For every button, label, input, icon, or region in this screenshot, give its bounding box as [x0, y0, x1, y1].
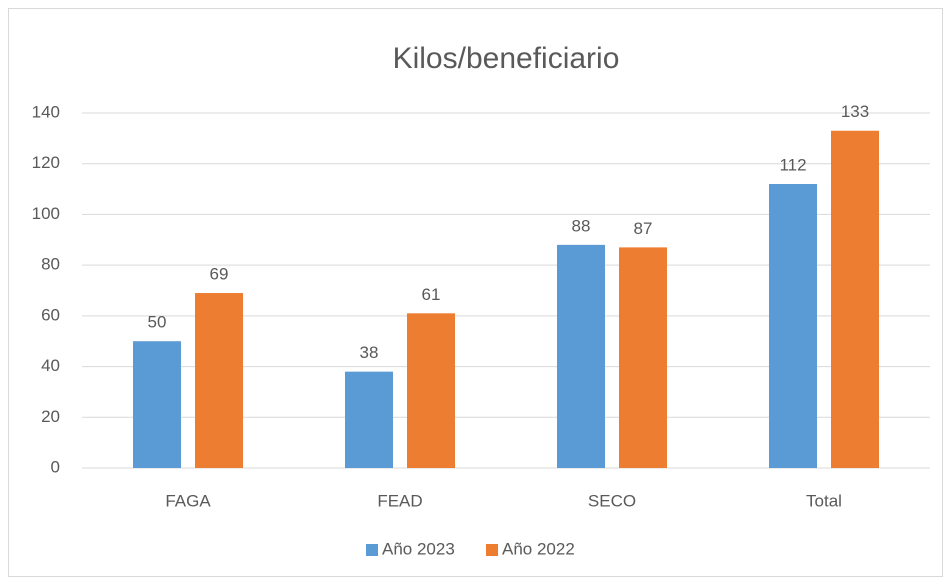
chart-title: Kilos/beneficiario [393, 42, 620, 75]
legend-label: Año 2023 [382, 539, 455, 558]
data-label: 87 [634, 219, 653, 238]
data-label: 88 [572, 216, 591, 235]
y-tick-label: 120 [32, 153, 60, 172]
y-tick-label: 20 [41, 407, 60, 426]
x-tick-label: FAGA [165, 491, 211, 510]
bar [345, 371, 393, 468]
legend-label: Año 2022 [502, 539, 575, 558]
y-tick-label: 140 [32, 102, 60, 121]
y-tick-label: 40 [41, 356, 60, 375]
x-tick-label: SECO [588, 491, 636, 510]
x-tick-label: Total [806, 491, 842, 510]
bar [619, 247, 667, 468]
bar [407, 313, 455, 468]
data-label: 112 [779, 155, 806, 174]
data-label: 61 [422, 285, 441, 304]
bar [557, 244, 605, 468]
bar [769, 184, 817, 468]
data-label: 50 [148, 313, 167, 332]
bar [195, 293, 243, 468]
x-tick-label: FEAD [377, 491, 422, 510]
bar [133, 341, 181, 468]
y-tick-label: 0 [51, 457, 60, 476]
legend-swatch [486, 544, 498, 556]
legend-swatch [366, 544, 378, 556]
data-label: 38 [360, 343, 379, 362]
bar [831, 130, 879, 468]
data-label: 133 [841, 102, 869, 121]
y-tick-label: 80 [41, 255, 60, 274]
data-label: 69 [210, 265, 229, 284]
y-tick-label: 100 [32, 204, 60, 223]
y-tick-label: 60 [41, 305, 60, 324]
